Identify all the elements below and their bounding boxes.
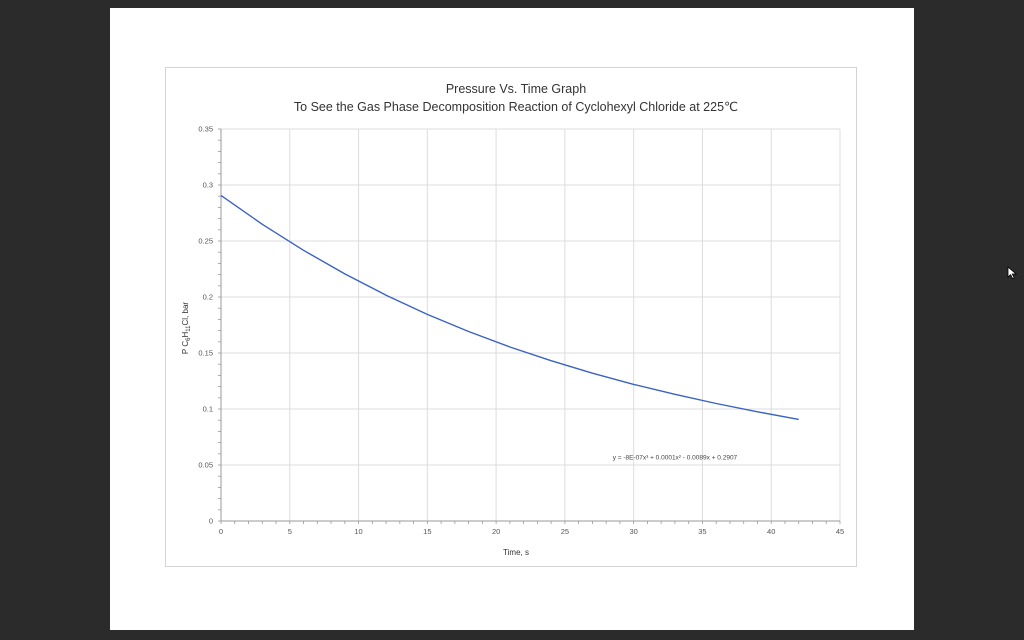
chart-svg: Pressure Vs. Time Graph To See the Gas P… <box>181 82 844 557</box>
x-tick-label: 20 <box>492 527 500 536</box>
x-tick-label: 30 <box>629 527 637 536</box>
x-tick-label: 35 <box>698 527 706 536</box>
x-tick-label: 45 <box>836 527 844 536</box>
series-line <box>220 194 799 421</box>
y-axis-label-mid: H <box>181 332 190 338</box>
x-tick-label: 40 <box>767 527 775 536</box>
labels: Pressure Vs. Time Graph To See the Gas P… <box>181 82 844 557</box>
y-tick-label: 0.1 <box>203 405 213 414</box>
trendline-equation: y = -8E-07x³ + 0.0001x² - 0.0089x + 0.29… <box>613 454 738 461</box>
grid <box>221 128 841 521</box>
x-tick-label: 5 <box>288 527 292 536</box>
y-tick-label: 0 <box>209 517 213 526</box>
y-axis-label-sub1: 6 <box>186 337 192 341</box>
y-axis-label: P C6H11Cl, bar <box>181 302 192 354</box>
y-axis-label-suffix: Cl, bar <box>181 302 190 326</box>
chart-area: Pressure Vs. Time Graph To See the Gas P… <box>165 67 857 567</box>
axes <box>218 128 841 524</box>
x-tick-label: 25 <box>561 527 569 536</box>
y-axis-label-prefix: P C <box>181 341 190 354</box>
y-tick-label: 0.05 <box>198 461 213 470</box>
page: Pressure Vs. Time Graph To See the Gas P… <box>110 8 914 630</box>
y-tick-label: 0.15 <box>198 349 213 358</box>
x-tick-label: 10 <box>354 527 362 536</box>
y-axis-label-sub2: 11 <box>186 325 192 332</box>
y-tick-label: 0.25 <box>198 237 213 246</box>
mouse-pointer-icon <box>1007 266 1018 280</box>
chart-subtitle: To See the Gas Phase Decomposition React… <box>294 100 738 114</box>
chart-title: Pressure Vs. Time Graph <box>446 82 586 96</box>
x-tick-label: 15 <box>423 527 431 536</box>
y-tick-label: 0.2 <box>203 293 213 302</box>
y-tick-label: 0.35 <box>198 125 213 134</box>
y-tick-label: 0.3 <box>203 181 213 190</box>
series <box>220 194 799 421</box>
x-tick-label: 0 <box>219 527 223 536</box>
x-axis-label: Time, s <box>503 548 529 557</box>
